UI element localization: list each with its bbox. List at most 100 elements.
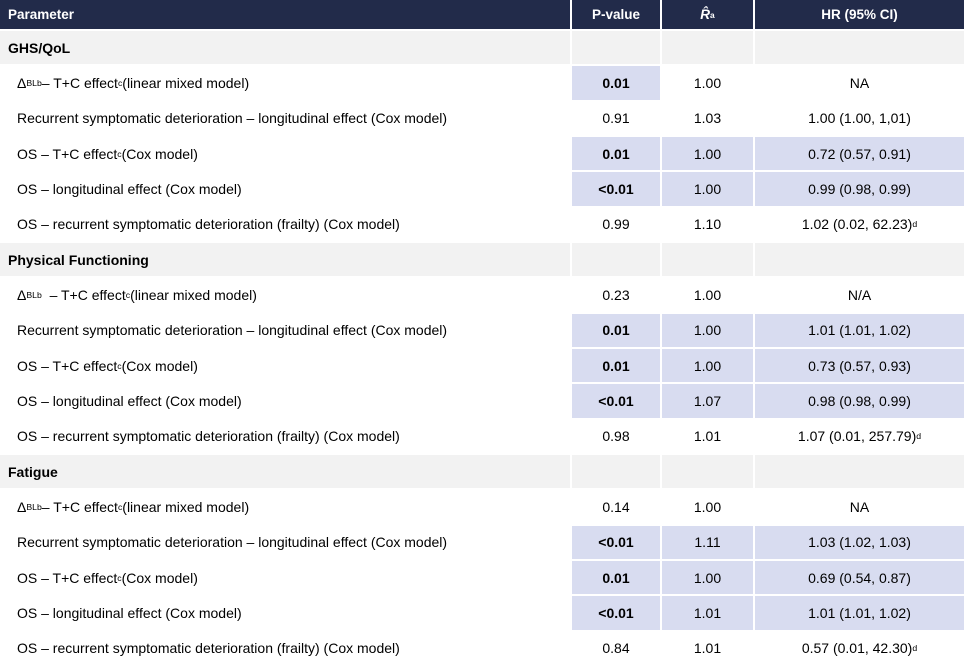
column-header-parameter: Parameter — [0, 0, 570, 31]
pvalue-text: <0.01 — [598, 604, 634, 621]
section-title: GHS/QoL — [0, 31, 570, 67]
rhat-cell: 1.00 — [660, 66, 753, 102]
section-empty-hr-cell — [753, 242, 964, 279]
column-header-rhat: R̂ a — [660, 0, 753, 31]
parameter-cell: OS – T+C effect c (Cox model) — [0, 561, 570, 597]
rhat-text: 1.00 — [693, 498, 722, 515]
pvalue-cell: 0.14 — [570, 490, 660, 526]
pvalue-text: 0.01 — [602, 322, 630, 339]
section-empty-hr-cell — [753, 31, 964, 67]
pvalue-cell: <0.01 — [570, 525, 660, 561]
section-row-0: GHS/QoL — [0, 31, 964, 67]
rhat-text: 1.00 — [693, 569, 722, 586]
hr-cell: NA — [753, 490, 964, 526]
column-header-hr: HR (95% CI) — [753, 0, 964, 31]
table-row: Recurrent symptomatic deterioration – lo… — [0, 101, 964, 137]
pvalue-cell: 0.23 — [570, 278, 660, 314]
rhat-text: 1.00 — [693, 357, 722, 374]
hr-cell: 0.69 (0.54, 0.87) — [753, 560, 964, 597]
rhat-cell: 1.00 — [660, 490, 753, 526]
hr-cell: 0.98 (0.98, 0.99) — [753, 384, 964, 420]
pvalue-cell: <0.01 — [570, 596, 660, 632]
rhat-text: 1.01 — [693, 604, 722, 621]
pvalue-cell: 0.99 — [570, 207, 660, 243]
hr-cell: 1.01 (1.01, 1.02) — [753, 313, 964, 349]
pvalue-text: 0.98 — [602, 428, 630, 445]
pvalue-cell: 0.91 — [570, 101, 660, 137]
section-row-2: Fatigue — [0, 454, 964, 491]
rhat-cell: 1.00 — [660, 278, 753, 314]
section-empty-rhat-cell — [660, 31, 753, 67]
hr-cell: 1.07 (0.01, 257.79) d — [753, 419, 964, 455]
section-title: Physical Functioning — [0, 242, 570, 279]
column-header-pvalue: P-value — [570, 0, 660, 31]
section-title: Fatigue — [0, 454, 570, 491]
rhat-cell: 1.01 — [660, 419, 753, 455]
rhat-text: 1.10 — [693, 216, 722, 233]
table-row: Δ BL b – T+C effect c (linear mixed model) 0… — [0, 490, 964, 526]
rhat-text: 1.07 — [693, 392, 722, 409]
hr-cell: NA — [753, 66, 964, 102]
rhat-cell: 1.00 — [660, 136, 753, 173]
section-empty-pvalue-cell — [570, 31, 660, 67]
table-row: Recurrent symptomatic deterioration – lo… — [0, 525, 964, 561]
hr-cell: 0.72 (0.57, 0.91) — [753, 136, 964, 173]
section-row-1: Physical Functioning — [0, 242, 964, 279]
table-row: Recurrent symptomatic deterioration – lo… — [0, 313, 964, 349]
parameter-cell: OS – longitudinal effect (Cox model) — [0, 384, 570, 420]
parameter-cell: OS – T+C effect c (Cox model) — [0, 349, 570, 385]
pvalue-text: <0.01 — [598, 534, 634, 551]
rhat-text: 1.01 — [693, 428, 722, 445]
rhat-cell: 1.03 — [660, 101, 753, 137]
pvalue-cell: 0.01 — [570, 348, 660, 385]
parameter-cell: OS – recurrent symptomatic deterioration… — [0, 208, 570, 243]
pvalue-cell: 0.01 — [570, 66, 660, 102]
pvalue-text: 0.91 — [602, 110, 630, 127]
hr-cell: N/A — [753, 278, 964, 314]
table-row: OS – recurrent symptomatic deterioration… — [0, 419, 964, 455]
hr-cell: 1.00 (1.00, 1,01) — [753, 101, 964, 137]
rhat-cell: 1.00 — [660, 172, 753, 208]
pvalue-text: 0.84 — [602, 640, 630, 657]
table-row: Δ BL b – T+C effect c (linear mixed model) 0… — [0, 66, 964, 102]
section-empty-rhat-cell — [660, 454, 753, 491]
parameter-cell: Recurrent symptomatic deterioration – lo… — [0, 526, 570, 561]
rhat-cell: 1.11 — [660, 525, 753, 561]
table-row: OS – recurrent symptomatic deterioration… — [0, 631, 964, 667]
rhat-text: 1.00 — [693, 145, 722, 162]
parameter-cell: OS – longitudinal effect (Cox model) — [0, 596, 570, 632]
section-empty-pvalue-cell — [570, 242, 660, 279]
pvalue-text: 0.14 — [602, 498, 630, 515]
table-row: Δ BL b – T+C effect c (linear mixed model) 0… — [0, 278, 964, 314]
rhat-text: 1.01 — [693, 640, 722, 657]
table-row: OS – recurrent symptomatic deterioration… — [0, 207, 964, 243]
pvalue-text: 0.01 — [602, 145, 630, 162]
pvalue-cell: <0.01 — [570, 172, 660, 208]
rhat-text: 1.11 — [694, 534, 721, 551]
pvalue-text: 0.01 — [602, 357, 630, 374]
table-row: OS – T+C effect c (Cox model) 0.01 1.00 0.72… — [0, 136, 964, 173]
table-row: OS – longitudinal effect (Cox model) <0.0… — [0, 384, 964, 420]
pvalue-text: 0.01 — [602, 74, 630, 91]
rhat-text: 1.03 — [693, 110, 722, 127]
hr-cell: 0.99 (0.98, 0.99) — [753, 172, 964, 208]
parameter-cell: Recurrent symptomatic deterioration – lo… — [0, 102, 570, 137]
rhat-cell: 1.10 — [660, 207, 753, 243]
rhat-text: 1.00 — [693, 322, 722, 339]
parameter-cell: Recurrent symptomatic deterioration – lo… — [0, 314, 570, 349]
pvalue-cell: <0.01 — [570, 384, 660, 420]
section-empty-rhat-cell — [660, 242, 753, 279]
hr-cell: 1.01 (1.01, 1.02) — [753, 596, 964, 632]
parameter-cell: OS – recurrent symptomatic deterioration… — [0, 632, 570, 667]
rhat-text: 1.00 — [693, 180, 722, 197]
parameter-cell: OS – T+C effect c (Cox model) — [0, 137, 570, 173]
rhat-cell: 1.00 — [660, 313, 753, 349]
hr-cell: 1.02 (0.02, 62.23) d — [753, 207, 964, 243]
hr-cell: 1.03 (1.02, 1.03) — [753, 525, 964, 561]
pvalue-text: 0.01 — [602, 569, 630, 586]
hr-cell: 0.57 (0.01, 42.30) d — [753, 631, 964, 667]
section-empty-hr-cell — [753, 454, 964, 491]
rhat-text: 1.00 — [693, 74, 722, 91]
section-empty-pvalue-cell — [570, 454, 660, 491]
